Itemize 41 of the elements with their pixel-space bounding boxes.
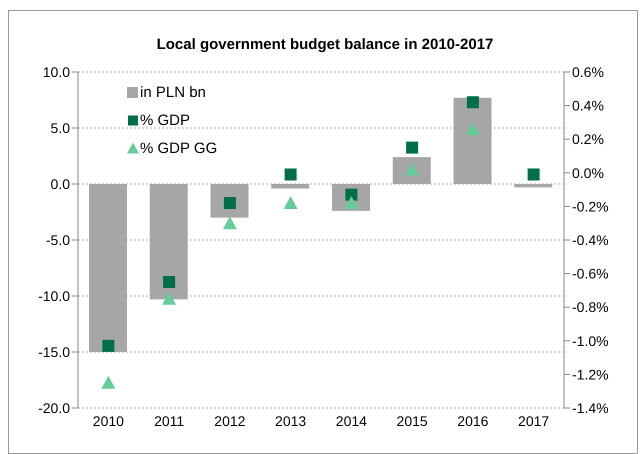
legend-label: % GDP GG bbox=[140, 140, 218, 156]
y2-tick-label: -0.6% bbox=[572, 266, 609, 282]
point bbox=[528, 168, 540, 180]
y2-tick-label: -1.2% bbox=[572, 366, 609, 382]
y-tick-label: -10.0 bbox=[38, 288, 70, 304]
point bbox=[284, 196, 298, 210]
point bbox=[222, 216, 237, 230]
y-tick-label: 10.0 bbox=[42, 64, 70, 80]
x-tick-label: 2011 bbox=[154, 412, 184, 429]
y2-tick-label: -1.4% bbox=[572, 400, 609, 416]
y-tick-label: -5.0 bbox=[46, 232, 70, 248]
point bbox=[101, 376, 116, 389]
chart-title: Local government budget balance in 2010-2017 bbox=[156, 36, 494, 53]
y-tick-label: 5.0 bbox=[50, 120, 70, 136]
x-tick-label: 2010 bbox=[92, 412, 124, 429]
point bbox=[406, 142, 418, 154]
point bbox=[102, 340, 114, 352]
y2-tick-label: -0.4% bbox=[572, 232, 609, 248]
y2-tick-label: -1.0% bbox=[572, 332, 609, 349]
y2-tick-label: 0.0% bbox=[572, 164, 604, 181]
y2-tick-label: 0.2% bbox=[572, 131, 604, 148]
point bbox=[466, 96, 479, 108]
x-tick-label: 2012 bbox=[214, 412, 246, 429]
y-tick-label: -20.0 bbox=[38, 400, 70, 416]
y-tick-label: -15.0 bbox=[38, 344, 70, 360]
y2-tick-label: -0.8% bbox=[572, 299, 609, 316]
x-tick-label: 2016 bbox=[457, 412, 489, 429]
y2-tick-label: 0.6% bbox=[572, 64, 604, 80]
x-tick-label: 2014 bbox=[336, 412, 368, 429]
x-tick-label: 2017 bbox=[518, 412, 550, 429]
y2-tick-label: 0.4% bbox=[572, 98, 604, 114]
point bbox=[163, 276, 176, 288]
point bbox=[284, 168, 297, 180]
legend-label: % GDP bbox=[140, 112, 190, 128]
point bbox=[466, 122, 480, 136]
x-tick-label: 2013 bbox=[275, 412, 306, 429]
legend-label: in PLN bn bbox=[140, 84, 206, 100]
point bbox=[162, 292, 176, 305]
y2-tick-label: -0.2% bbox=[572, 198, 609, 214]
x-tick-label: 2015 bbox=[396, 412, 428, 429]
y-tick-label: 0.0 bbox=[50, 176, 70, 192]
